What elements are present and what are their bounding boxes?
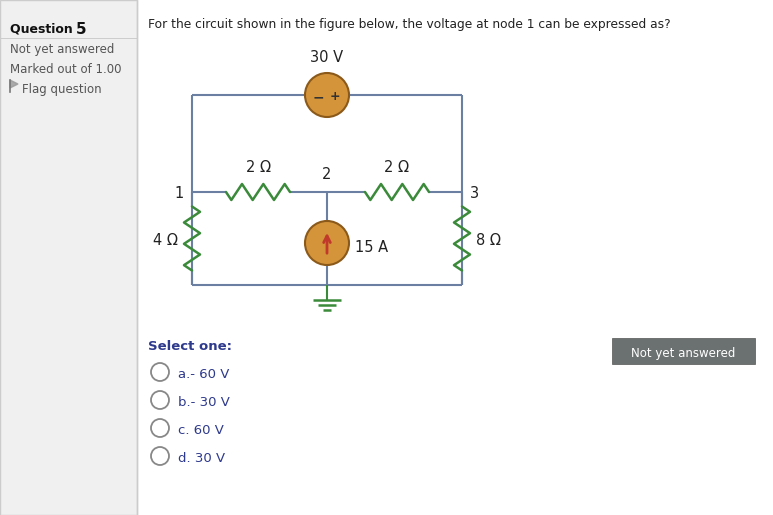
Text: +: + xyxy=(330,91,340,104)
Text: Question: Question xyxy=(10,22,77,35)
Text: 3: 3 xyxy=(470,186,479,201)
Polygon shape xyxy=(10,80,18,88)
Text: 2 Ω: 2 Ω xyxy=(384,160,410,175)
Text: For the circuit shown in the figure below, the voltage at node 1 can be expresse: For the circuit shown in the figure belo… xyxy=(148,18,671,31)
Circle shape xyxy=(305,221,349,265)
Text: Marked out of 1.00: Marked out of 1.00 xyxy=(10,63,121,76)
Text: 30 V: 30 V xyxy=(311,50,343,65)
Text: b.- 30 V: b.- 30 V xyxy=(178,396,230,409)
Bar xyxy=(0,0,137,515)
Text: Not yet answered: Not yet answered xyxy=(632,347,736,359)
Text: Select one:: Select one: xyxy=(148,340,232,353)
Text: c. 60 V: c. 60 V xyxy=(178,424,224,437)
Circle shape xyxy=(151,363,169,381)
Text: 2: 2 xyxy=(322,167,332,182)
Circle shape xyxy=(305,73,349,117)
Bar xyxy=(612,338,755,364)
Text: −: − xyxy=(312,90,324,104)
Circle shape xyxy=(151,419,169,437)
Text: a.- 60 V: a.- 60 V xyxy=(178,368,230,381)
Circle shape xyxy=(151,447,169,465)
Text: 1: 1 xyxy=(175,186,184,201)
Text: 8 Ω: 8 Ω xyxy=(476,233,501,248)
Circle shape xyxy=(151,391,169,409)
Text: 2 Ω: 2 Ω xyxy=(246,160,271,175)
Text: Not yet answered: Not yet answered xyxy=(10,43,114,56)
Text: d. 30 V: d. 30 V xyxy=(178,452,225,465)
Text: 15 A: 15 A xyxy=(355,239,388,254)
Text: Flag question: Flag question xyxy=(22,83,101,96)
Text: 5: 5 xyxy=(76,22,87,37)
Text: 4 Ω: 4 Ω xyxy=(153,233,178,248)
